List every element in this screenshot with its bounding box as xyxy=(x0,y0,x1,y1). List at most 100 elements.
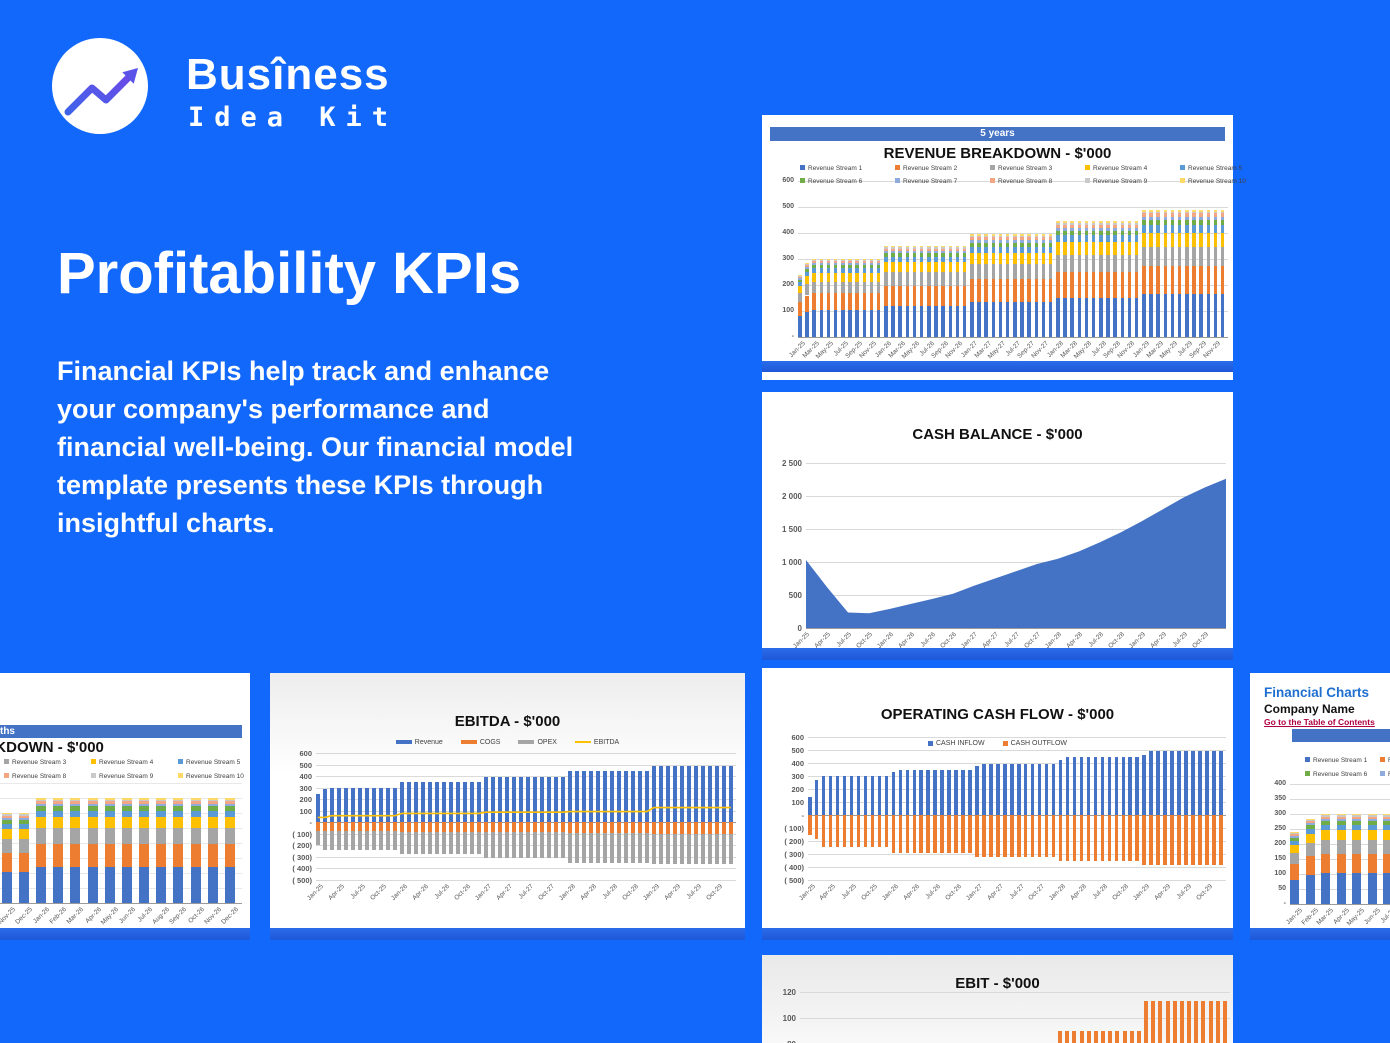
legend-item: Revenue Stream 2 xyxy=(895,165,957,172)
bar-segment xyxy=(104,798,115,800)
bar xyxy=(1023,815,1028,857)
bar-segment xyxy=(1149,213,1153,217)
bar-segment xyxy=(190,844,201,868)
bar-segment xyxy=(1056,242,1060,255)
bar xyxy=(933,815,937,853)
bar xyxy=(722,765,726,822)
bar-segment xyxy=(1048,252,1053,265)
bar-segment xyxy=(53,803,64,807)
bar xyxy=(947,770,951,815)
bar-segment xyxy=(934,256,938,263)
legend-item: Revenue Stream 5 xyxy=(178,759,240,766)
bar-segment xyxy=(1120,272,1124,298)
bar-segment xyxy=(1336,814,1346,816)
bar-segment xyxy=(991,237,995,240)
bar-segment xyxy=(898,247,902,249)
bar xyxy=(1184,750,1188,815)
bar-segment xyxy=(984,279,988,303)
x-tick-label: Jul-29 xyxy=(1175,883,1193,901)
bar xyxy=(533,822,537,833)
bar-segment xyxy=(1063,242,1067,255)
bar-segment xyxy=(869,310,874,337)
bar-segment xyxy=(1084,297,1089,337)
bar xyxy=(323,822,327,832)
y-tick-label: 2 000 xyxy=(781,492,802,501)
bar xyxy=(589,770,593,822)
bar-segment xyxy=(912,247,917,249)
bar xyxy=(828,815,833,847)
bar-segment xyxy=(1120,223,1124,225)
bar-segment xyxy=(1106,224,1110,228)
bar xyxy=(512,832,516,858)
bar xyxy=(1144,1001,1148,1043)
gridline xyxy=(0,798,242,799)
bar xyxy=(435,781,439,822)
bar-segment xyxy=(919,247,924,249)
bar-segment xyxy=(1290,833,1299,835)
bar-segment xyxy=(1134,227,1139,231)
bar-segment xyxy=(1156,224,1160,233)
bar xyxy=(912,770,916,815)
bar xyxy=(1212,815,1216,866)
bar-segment xyxy=(104,803,115,807)
bar-segment xyxy=(905,272,909,287)
bar xyxy=(505,776,509,822)
bar-segment xyxy=(941,251,945,254)
operating-cash-flow-card: OPERATING CASH FLOW - $'000 600 500 400 300… xyxy=(762,668,1233,940)
bar xyxy=(617,770,621,822)
bar xyxy=(470,822,474,832)
bar-segment xyxy=(977,302,981,337)
bar-segment xyxy=(1206,265,1210,294)
bar-segment xyxy=(1185,211,1189,214)
x-tick-label: Jul-25 xyxy=(840,883,859,901)
bar xyxy=(808,815,812,835)
bar xyxy=(1149,750,1153,815)
bar-segment xyxy=(1383,840,1390,854)
bar-segment xyxy=(962,253,967,257)
bar-segment xyxy=(941,247,945,249)
bar-segment xyxy=(1063,223,1067,225)
bar-segment xyxy=(1163,209,1167,212)
bar-segment xyxy=(1192,246,1196,266)
page-footer-bar xyxy=(762,361,1233,372)
bar-segment xyxy=(833,293,838,311)
bar-segment xyxy=(927,256,931,263)
bar-segment xyxy=(1084,254,1089,273)
bar-segment xyxy=(173,803,184,807)
bar-segment xyxy=(70,844,81,868)
bar-segment xyxy=(805,264,809,266)
bar xyxy=(533,776,537,822)
legend-item: Revenue Stream 6 xyxy=(800,178,862,185)
bar-segment xyxy=(1013,246,1017,253)
bar-segment xyxy=(1206,209,1210,212)
bar-segment xyxy=(962,286,967,307)
bar-segment xyxy=(104,801,115,804)
legend-item: Revenue Stream 2 xyxy=(1380,757,1390,764)
bar-segment xyxy=(848,273,852,282)
bar-segment xyxy=(833,260,838,262)
bar-segment xyxy=(1206,232,1210,247)
bar-segment xyxy=(1056,221,1060,224)
bar-segment xyxy=(876,263,881,266)
bar-segment xyxy=(905,306,909,337)
legend-item: COGS xyxy=(460,739,500,746)
legend-item: Revenue Stream 5 xyxy=(1180,165,1242,172)
bar xyxy=(428,781,432,822)
bar-segment xyxy=(934,272,938,287)
bar-segment xyxy=(1127,227,1132,231)
x-tick-label: Jan-25 xyxy=(305,883,325,903)
table-of-contents-link[interactable]: Go to the Table of Contents xyxy=(1264,717,1375,727)
bar-segment xyxy=(1041,242,1046,247)
bar xyxy=(1151,1001,1156,1043)
bar xyxy=(694,822,698,834)
bar xyxy=(1170,750,1174,815)
bar xyxy=(596,822,600,833)
bar xyxy=(561,822,565,833)
y-tick-label: 600 xyxy=(782,177,794,184)
bar xyxy=(666,822,670,834)
chart-title: CASH BALANCE - $'000 xyxy=(912,426,1083,443)
bar xyxy=(512,822,516,833)
y-tick-label: 100 xyxy=(782,1014,796,1023)
bar-segment xyxy=(156,803,167,807)
bar-segment xyxy=(841,259,845,261)
